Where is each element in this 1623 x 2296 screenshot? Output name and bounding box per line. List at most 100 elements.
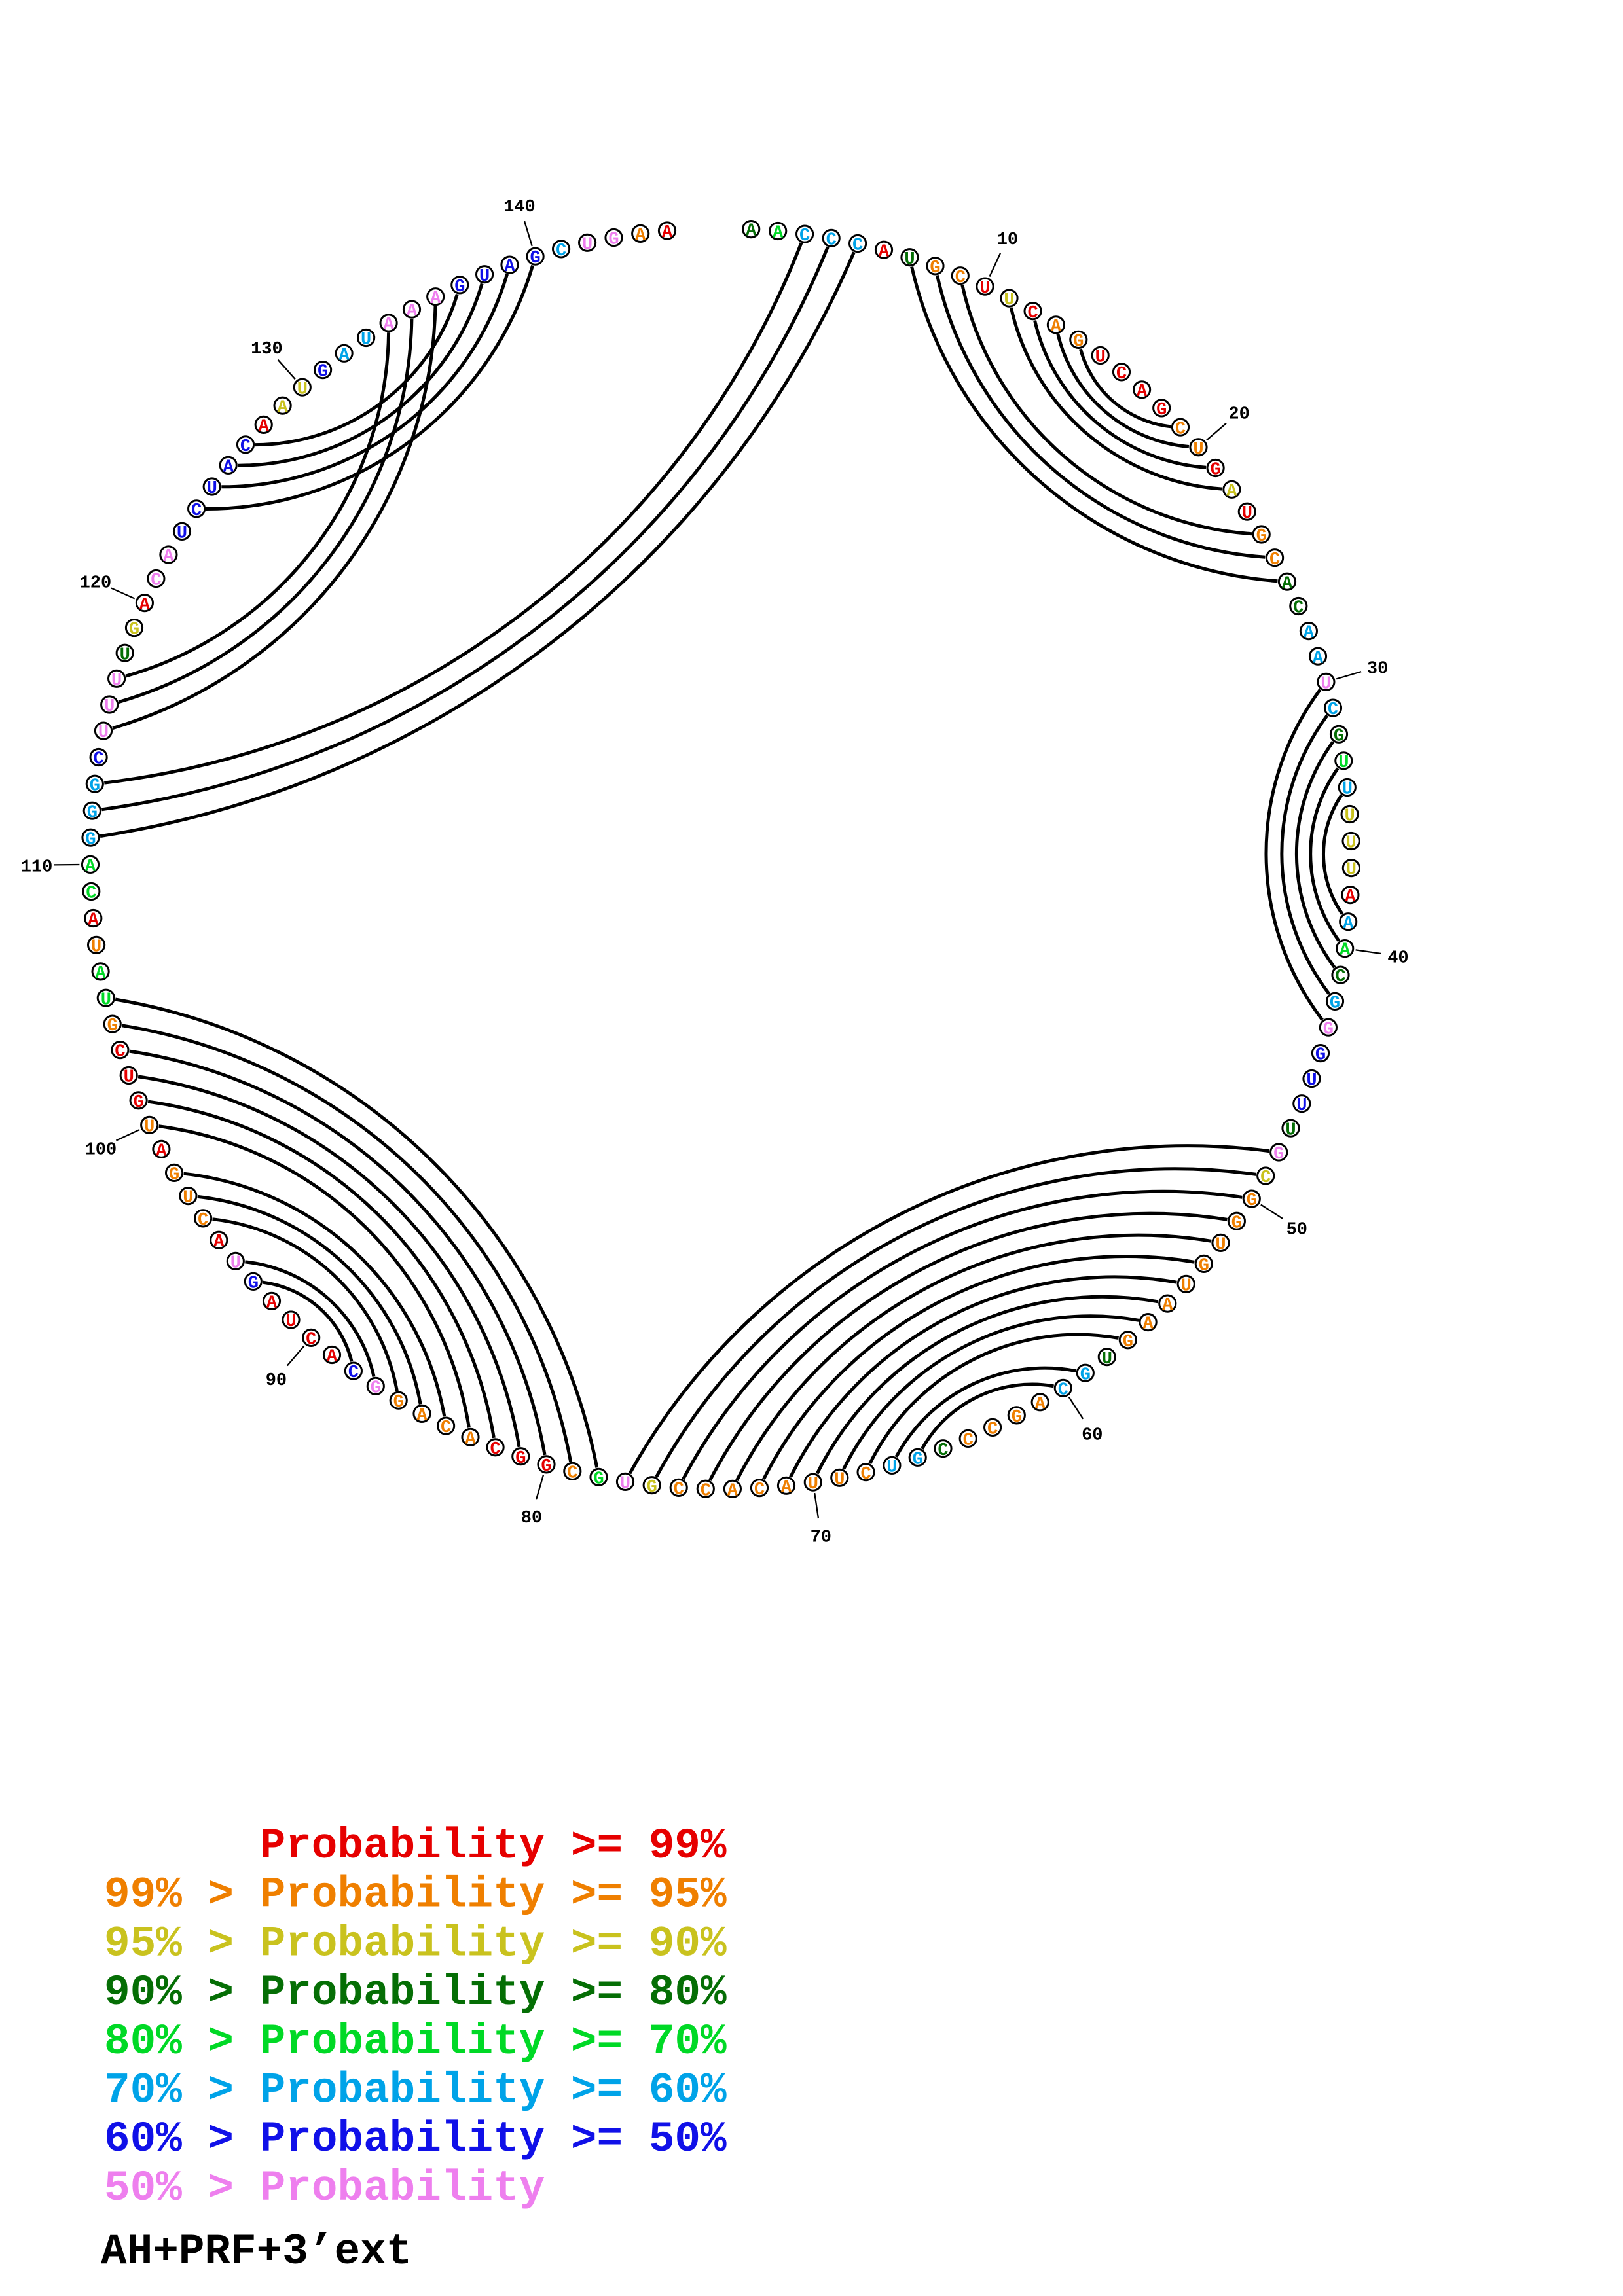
- svg-text:G: G: [1123, 1333, 1133, 1352]
- svg-text:A: A: [773, 224, 784, 243]
- svg-text:100: 100: [85, 1140, 117, 1160]
- svg-text:A: A: [416, 1407, 428, 1426]
- svg-text:U: U: [111, 671, 122, 691]
- svg-text:A: A: [635, 226, 646, 246]
- svg-text:U: U: [361, 331, 371, 350]
- svg-text:G: G: [541, 1457, 551, 1477]
- svg-text:U: U: [1004, 291, 1014, 310]
- svg-text:C: C: [826, 231, 837, 251]
- svg-text:U: U: [834, 1470, 845, 1490]
- svg-text:G: G: [515, 1449, 526, 1469]
- svg-text:90% > Probability >= 80%: 90% > Probability >= 80%: [104, 1968, 727, 2017]
- svg-text:U: U: [1296, 1096, 1307, 1116]
- svg-text:70: 70: [811, 1528, 831, 1548]
- svg-text:95% > Probability >= 90%: 95% > Probability >= 90%: [104, 1919, 727, 1968]
- svg-text:C: C: [860, 1465, 871, 1484]
- svg-text:C: C: [754, 1480, 765, 1500]
- svg-text:A: A: [879, 242, 890, 262]
- svg-text:Probability >= 99%: Probability >= 99%: [260, 1821, 727, 1871]
- svg-text:C: C: [86, 884, 96, 904]
- svg-text:A: A: [465, 1429, 476, 1449]
- svg-text:G: G: [248, 1274, 259, 1294]
- svg-text:A: A: [1282, 574, 1293, 594]
- svg-text:10: 10: [997, 230, 1018, 250]
- svg-text:C: C: [1058, 1380, 1068, 1400]
- svg-text:30: 30: [1367, 660, 1388, 679]
- svg-text:80: 80: [521, 1509, 542, 1528]
- svg-text:U: U: [98, 723, 109, 743]
- svg-text:99% > Probability >= 95%: 99% > Probability >= 95%: [104, 1871, 727, 1920]
- svg-text:U: U: [1346, 861, 1357, 880]
- svg-text:A: A: [1343, 914, 1354, 934]
- svg-text:U: U: [1345, 834, 1356, 853]
- svg-text:U: U: [120, 645, 130, 665]
- svg-text:G: G: [129, 620, 139, 640]
- svg-text:120: 120: [80, 574, 112, 594]
- svg-text:G: G: [1315, 1046, 1326, 1066]
- svg-text:A: A: [95, 964, 106, 984]
- svg-text:U: U: [104, 697, 115, 717]
- svg-text:U: U: [1342, 780, 1353, 800]
- svg-text:A: A: [1340, 941, 1351, 961]
- svg-text:A: A: [1304, 624, 1315, 643]
- svg-text:A: A: [781, 1478, 792, 1498]
- svg-text:C: C: [151, 571, 161, 591]
- svg-text:C: C: [306, 1331, 316, 1350]
- svg-text:G: G: [133, 1093, 143, 1113]
- svg-text:A: A: [85, 857, 96, 876]
- svg-text:C: C: [191, 501, 202, 521]
- svg-text:G: G: [1323, 1020, 1334, 1039]
- svg-text:U: U: [1321, 675, 1331, 694]
- svg-text:20: 20: [1228, 405, 1249, 425]
- svg-text:U: U: [144, 1118, 155, 1138]
- svg-text:60: 60: [1082, 1426, 1103, 1445]
- svg-text:A: A: [259, 418, 270, 437]
- svg-text:C: C: [963, 1431, 974, 1450]
- svg-text:A: A: [139, 596, 151, 615]
- svg-text:90: 90: [266, 1371, 287, 1391]
- svg-text:G: G: [647, 1478, 657, 1498]
- svg-text:40: 40: [1387, 949, 1408, 969]
- svg-text:C: C: [1335, 967, 1345, 987]
- svg-text:A: A: [277, 398, 288, 418]
- svg-text:G: G: [1330, 994, 1340, 1014]
- svg-text:A: A: [213, 1232, 225, 1252]
- svg-text:A: A: [504, 257, 515, 277]
- svg-text:110: 110: [21, 857, 53, 877]
- svg-text:U: U: [1102, 1350, 1112, 1369]
- svg-text:G: G: [1256, 527, 1267, 547]
- svg-text:A: A: [727, 1481, 739, 1501]
- svg-text:G: G: [1210, 461, 1220, 480]
- svg-text:G: G: [393, 1393, 404, 1412]
- svg-text:G: G: [1199, 1257, 1209, 1276]
- svg-text:A: A: [1051, 317, 1062, 337]
- svg-text:C: C: [1328, 700, 1338, 720]
- svg-text:U: U: [297, 380, 308, 399]
- svg-text:A: A: [383, 315, 394, 335]
- svg-text:U: U: [230, 1253, 241, 1273]
- svg-text:A: A: [266, 1293, 278, 1313]
- svg-text:70% > Probability >= 60%: 70% > Probability >= 60%: [104, 2066, 727, 2115]
- svg-text:140: 140: [503, 198, 536, 217]
- svg-text:A: A: [223, 458, 234, 478]
- svg-text:G: G: [107, 1016, 118, 1036]
- svg-text:G: G: [1080, 1365, 1091, 1385]
- svg-text:A: A: [338, 346, 350, 365]
- svg-text:G: G: [1012, 1408, 1022, 1427]
- svg-text:C: C: [1269, 550, 1280, 570]
- svg-text:G: G: [87, 803, 98, 823]
- svg-text:G: G: [1247, 1191, 1257, 1211]
- svg-text:U: U: [124, 1068, 134, 1088]
- svg-text:130: 130: [251, 340, 283, 359]
- svg-text:C: C: [348, 1363, 359, 1383]
- svg-text:A: A: [430, 289, 441, 309]
- svg-text:U: U: [101, 990, 111, 1010]
- svg-text:C: C: [93, 750, 103, 770]
- svg-text:A: A: [1345, 888, 1356, 907]
- svg-text:G: G: [85, 830, 96, 850]
- svg-text:C: C: [852, 236, 863, 256]
- svg-text:C: C: [1175, 420, 1186, 439]
- svg-text:G: G: [371, 1379, 381, 1399]
- svg-text:AH+PRF+3’ext: AH+PRF+3’ext: [101, 2227, 412, 2276]
- svg-text:A: A: [327, 1348, 338, 1367]
